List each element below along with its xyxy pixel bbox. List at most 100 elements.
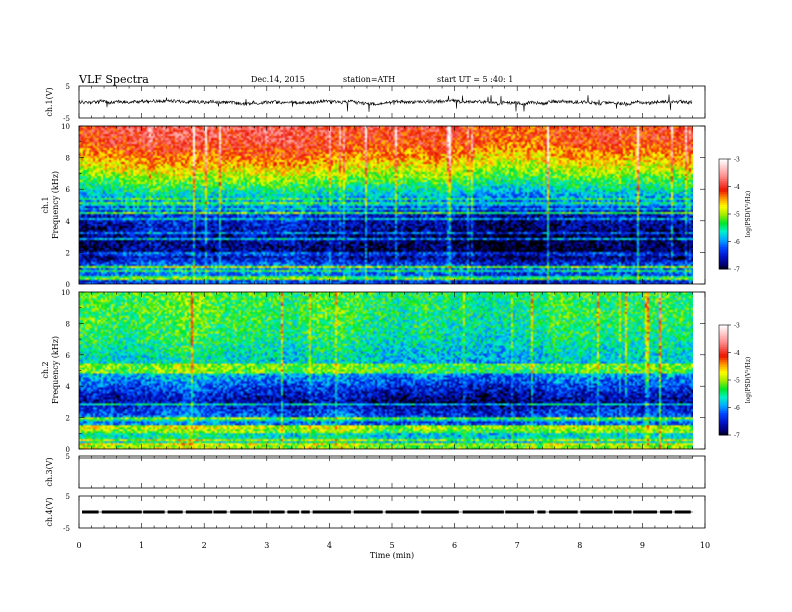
ch2-colorbar: -3 -4 -5 -6 -7 log(PSD(V²/Hz) — [718, 323, 752, 440]
colorbar-cell — [719, 173, 728, 176]
colorbar-cell — [719, 361, 728, 364]
colorbar-cell — [719, 248, 728, 252]
colorbar-cell — [719, 427, 728, 430]
colorbar-cell — [719, 433, 728, 436]
colorbar-cell — [719, 254, 728, 257]
colorbar-cell — [719, 387, 728, 390]
colorbar-cell — [719, 356, 728, 359]
ch1-ylabel: ch.1(V) — [45, 87, 54, 116]
colorbar-cell — [719, 226, 728, 230]
colorbar-cell — [719, 239, 728, 242]
y-tick-label: 0 — [66, 446, 70, 454]
colorbar-cell — [719, 256, 728, 259]
colorbar-cell — [719, 429, 728, 432]
colorbar-tick-label: -3 — [734, 157, 740, 164]
colorbar-cell — [719, 376, 728, 379]
colorbar-cell — [719, 175, 728, 178]
colorbar-cell — [719, 225, 728, 228]
y-tick-label: 6 — [66, 352, 71, 360]
colorbar-cell — [719, 193, 728, 197]
ch2-spectrogram-panel: 10 8 6 4 2 0 ch.2 Frequency (kHz) — [41, 289, 706, 454]
colorbar-cell — [719, 219, 728, 222]
colorbar-cell — [719, 383, 728, 386]
colorbar-tick-label: -5 — [734, 212, 740, 219]
colorbar-cell — [719, 392, 728, 396]
colorbar-cell — [719, 398, 728, 401]
x-tick-label: 3 — [264, 541, 269, 550]
ch4-ylabel: ch.4(V) — [45, 497, 54, 526]
colorbar-cell — [719, 352, 728, 355]
colorbar-cell — [719, 217, 728, 220]
colorbar-tick-label: -7 — [734, 267, 740, 274]
colorbar-cell — [719, 265, 728, 268]
colorbar-cell — [719, 192, 728, 195]
colorbar-cell — [719, 236, 728, 239]
colorbar-cell — [719, 261, 728, 264]
colorbar-cell — [719, 179, 728, 182]
colorbar-cell — [719, 403, 728, 407]
colorbar-cell — [719, 204, 728, 208]
colorbar-cell — [719, 215, 728, 219]
colorbar-cell — [719, 328, 728, 331]
x-tick-label: 7 — [515, 541, 520, 550]
colorbar-cell — [719, 197, 728, 200]
y-tick-label: 4 — [66, 218, 71, 226]
x-tick-label: 9 — [640, 541, 645, 550]
colorbar-cell — [719, 350, 728, 353]
colorbar-cell — [719, 186, 728, 189]
colorbar-cell — [719, 337, 728, 341]
colorbar-cell — [719, 365, 728, 368]
colorbar-cell — [719, 162, 728, 165]
ch3-voltage-panel: 5 ch.3(V) — [45, 453, 706, 489]
ch1-colorbar: -3 -4 -5 -6 -7 log(PSD(V²/Hz) — [718, 157, 752, 274]
ch3-ytick-top: 5 — [66, 453, 70, 461]
colorbar-cell — [719, 347, 728, 350]
colorbar-cell — [719, 400, 728, 403]
colorbar-tick-label: -3 — [734, 323, 740, 330]
colorbar-cell — [719, 363, 728, 366]
colorbar-tick-label: -6 — [734, 405, 740, 412]
colorbar-cell — [719, 325, 728, 328]
colorbar-cell — [719, 267, 728, 270]
x-tick-label: 6 — [452, 541, 457, 550]
colorbar-cell — [719, 195, 728, 198]
ch2-spec-ylabel: Frequency (kHz) — [51, 336, 60, 404]
colorbar-cell — [719, 336, 728, 339]
colorbar-cell — [719, 171, 728, 175]
station-label: station=ATH — [343, 75, 395, 84]
colorbar-cell — [719, 385, 728, 388]
ch4-voltage-trace — [82, 510, 693, 514]
colorbar-cell — [719, 414, 728, 418]
colorbar-cell — [719, 354, 728, 357]
colorbar-cell — [719, 369, 728, 372]
ch1-spec-ylabel-channel: ch.1 — [41, 196, 50, 213]
colorbar-cell — [719, 182, 728, 186]
y-tick-label: 2 — [66, 415, 70, 423]
colorbar-cell — [719, 424, 728, 427]
colorbar-cell — [719, 416, 728, 419]
figure-title: VLF Spectra — [78, 73, 149, 86]
y-tick-label: 4 — [66, 383, 71, 391]
colorbar-cell — [719, 332, 728, 335]
colorbar-cell — [719, 367, 728, 370]
colorbar-cell — [719, 413, 728, 416]
time-axis: 0 1 2 3 4 5 6 7 8 9 10 — [76, 541, 710, 550]
y-tick-label: 8 — [66, 155, 70, 163]
colorbar-cell — [719, 405, 728, 408]
ch2-spectrogram-image — [79, 292, 693, 449]
colorbar-cell — [719, 263, 728, 266]
colorbar-cell — [719, 343, 728, 346]
x-tick-label: 0 — [76, 541, 81, 550]
ch4-ytick-top: 5 — [66, 493, 70, 501]
colorbar-cell — [719, 212, 728, 215]
colorbar-cell — [719, 425, 728, 429]
colorbar-cell — [719, 330, 728, 333]
colorbar-cell — [719, 221, 728, 224]
colorbar-cell — [719, 348, 728, 352]
colorbar-cell — [719, 380, 728, 383]
colorbar-cell — [719, 422, 728, 425]
colorbar-cell — [719, 170, 728, 173]
y-tick-label: 6 — [66, 186, 71, 194]
ch4-ytick-bottom: -5 — [63, 525, 70, 533]
